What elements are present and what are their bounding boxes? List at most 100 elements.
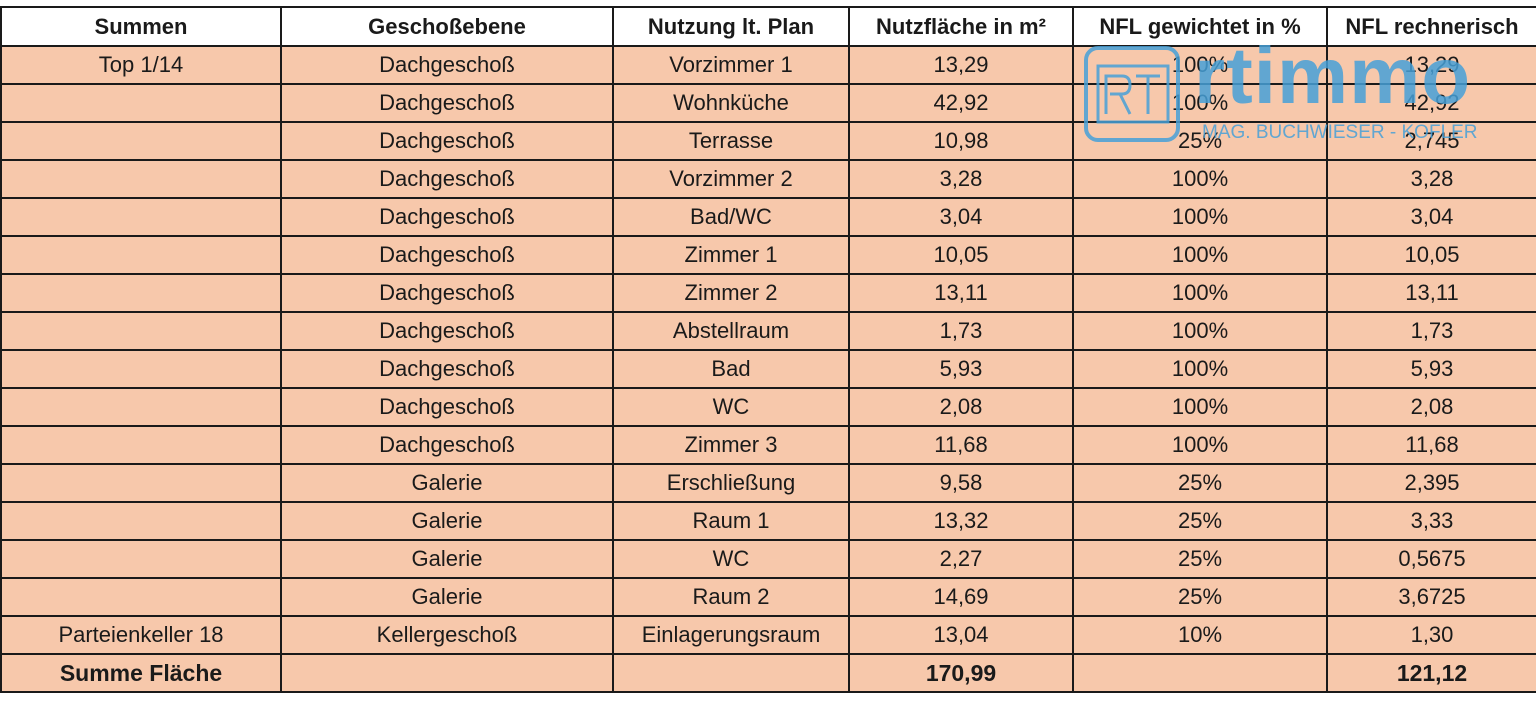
cell-nfl-gewichtet: 100% <box>1072 311 1328 351</box>
cell-nutzflaeche: 3,28 <box>848 159 1074 199</box>
cell-nfl-gewichtet: 100% <box>1072 83 1328 123</box>
column-header-geschossebene: Geschoßebene <box>280 6 614 47</box>
cell-summen <box>0 501 282 541</box>
table-row: Dachgeschoß Abstellraum 1,73 100% 1,73 <box>0 311 1536 351</box>
cell-nfl-rechnerisch: 13,11 <box>1326 273 1536 313</box>
cell-nfl-rechnerisch: 13,29 <box>1326 45 1536 85</box>
cell-nutzung: Vorzimmer 2 <box>612 159 850 199</box>
header-row: Summen Geschoßebene Nutzung lt. Plan Nutzfl… <box>0 6 1536 47</box>
cell-summen <box>0 539 282 579</box>
cell-nutzung: WC <box>612 387 850 427</box>
total-computed: 121,12 <box>1326 653 1536 693</box>
table-row: Dachgeschoß Zimmer 2 13,11 100% 13,11 <box>0 273 1536 313</box>
table-row: Dachgeschoß Terrasse 10,98 25% 2,745 <box>0 121 1536 161</box>
cell-nfl-gewichtet: 25% <box>1072 463 1328 503</box>
total-usage <box>612 653 850 693</box>
cell-summen: Parteienkeller 18 <box>0 615 282 655</box>
cell-geschossebene: Dachgeschoß <box>280 311 614 351</box>
cell-nfl-rechnerisch: 42,92 <box>1326 83 1536 123</box>
cell-nutzflaeche: 10,98 <box>848 121 1074 161</box>
cell-nutzflaeche: 2,08 <box>848 387 1074 427</box>
table-row: Galerie Raum 2 14,69 25% 3,6725 <box>0 577 1536 617</box>
cell-nfl-gewichtet: 100% <box>1072 387 1328 427</box>
cell-nutzung: Erschließung <box>612 463 850 503</box>
cell-nfl-rechnerisch: 3,6725 <box>1326 577 1536 617</box>
table-row: Top 1/14 Dachgeschoß Vorzimmer 1 13,29 100% 1… <box>0 45 1536 85</box>
cell-nfl-rechnerisch: 11,68 <box>1326 425 1536 465</box>
cell-nfl-rechnerisch: 1,30 <box>1326 615 1536 655</box>
cell-nutzflaeche: 14,69 <box>848 577 1074 617</box>
cell-nfl-gewichtet: 25% <box>1072 539 1328 579</box>
cell-geschossebene: Kellergeschoß <box>280 615 614 655</box>
column-header-nfl-rechnerisch: NFL rechnerisch <box>1326 6 1536 47</box>
cell-summen <box>0 577 282 617</box>
cell-nutzflaeche: 13,32 <box>848 501 1074 541</box>
cell-geschossebene: Galerie <box>280 501 614 541</box>
cell-nfl-gewichtet: 100% <box>1072 425 1328 465</box>
cell-nfl-gewichtet: 100% <box>1072 349 1328 389</box>
cell-geschossebene: Dachgeschoß <box>280 45 614 85</box>
cell-nutzung: Bad <box>612 349 850 389</box>
cell-geschossebene: Dachgeschoß <box>280 83 614 123</box>
cell-nutzflaeche: 9,58 <box>848 463 1074 503</box>
cell-summen <box>0 121 282 161</box>
table-row: Dachgeschoß Bad/WC 3,04 100% 3,04 <box>0 197 1536 237</box>
cell-nutzflaeche: 13,04 <box>848 615 1074 655</box>
table-row: Parteienkeller 18 Kellergeschoß Einlagerun… <box>0 615 1536 655</box>
cell-nutzung: Raum 1 <box>612 501 850 541</box>
table-row: Dachgeschoß Wohnküche 42,92 100% 42,92 <box>0 83 1536 123</box>
cell-geschossebene: Galerie <box>280 577 614 617</box>
cell-nfl-rechnerisch: 3,04 <box>1326 197 1536 237</box>
cell-nutzung: Zimmer 3 <box>612 425 850 465</box>
cell-geschossebene: Galerie <box>280 463 614 503</box>
total-row: Summe Fläche 170,99 121,12 <box>0 653 1536 693</box>
cell-nutzflaeche: 11,68 <box>848 425 1074 465</box>
cell-summen <box>0 463 282 503</box>
cell-nutzflaeche: 5,93 <box>848 349 1074 389</box>
cell-geschossebene: Dachgeschoß <box>280 273 614 313</box>
cell-nfl-rechnerisch: 1,73 <box>1326 311 1536 351</box>
total-area: 170,99 <box>848 653 1074 693</box>
cell-nfl-rechnerisch: 3,33 <box>1326 501 1536 541</box>
cell-nutzung: Abstellraum <box>612 311 850 351</box>
cell-summen <box>0 387 282 427</box>
cell-nfl-rechnerisch: 10,05 <box>1326 235 1536 275</box>
cell-nutzflaeche: 10,05 <box>848 235 1074 275</box>
cell-nutzung: Zimmer 2 <box>612 273 850 313</box>
cell-nutzung: Terrasse <box>612 121 850 161</box>
cell-nfl-rechnerisch: 2,395 <box>1326 463 1536 503</box>
column-header-summen: Summen <box>0 6 282 47</box>
cell-summen <box>0 197 282 237</box>
total-weight <box>1072 653 1328 693</box>
cell-summen <box>0 273 282 313</box>
cell-nutzung: Bad/WC <box>612 197 850 237</box>
cell-nfl-gewichtet: 25% <box>1072 577 1328 617</box>
cell-nutzflaeche: 42,92 <box>848 83 1074 123</box>
cell-nfl-rechnerisch: 5,93 <box>1326 349 1536 389</box>
table-row: Dachgeschoß WC 2,08 100% 2,08 <box>0 387 1536 427</box>
table-row: Galerie Raum 1 13,32 25% 3,33 <box>0 501 1536 541</box>
cell-nfl-rechnerisch: 2,08 <box>1326 387 1536 427</box>
cell-nutzflaeche: 3,04 <box>848 197 1074 237</box>
cell-summen <box>0 83 282 123</box>
table-row: Dachgeschoß Zimmer 1 10,05 100% 10,05 <box>0 235 1536 275</box>
cell-nutzflaeche: 1,73 <box>848 311 1074 351</box>
cell-summen <box>0 425 282 465</box>
cell-geschossebene: Dachgeschoß <box>280 159 614 199</box>
cell-nutzung: WC <box>612 539 850 579</box>
table-row: Dachgeschoß Bad 5,93 100% 5,93 <box>0 349 1536 389</box>
cell-nutzflaeche: 13,11 <box>848 273 1074 313</box>
column-header-nfl-gewichtet: NFL gewichtet in % <box>1072 6 1328 47</box>
cell-geschossebene: Dachgeschoß <box>280 425 614 465</box>
cell-summen <box>0 311 282 351</box>
area-table: Summen Geschoßebene Nutzung lt. Plan Nutzfl… <box>0 6 1536 693</box>
cell-nfl-gewichtet: 10% <box>1072 615 1328 655</box>
cell-nutzung: Einlagerungsraum <box>612 615 850 655</box>
cell-nfl-gewichtet: 25% <box>1072 501 1328 541</box>
cell-summen <box>0 349 282 389</box>
total-label: Summe Fläche <box>0 653 282 693</box>
cell-geschossebene: Galerie <box>280 539 614 579</box>
cell-nfl-rechnerisch: 3,28 <box>1326 159 1536 199</box>
table-row: Galerie WC 2,27 25% 0,5675 <box>0 539 1536 579</box>
column-header-nutzung: Nutzung lt. Plan <box>612 6 850 47</box>
